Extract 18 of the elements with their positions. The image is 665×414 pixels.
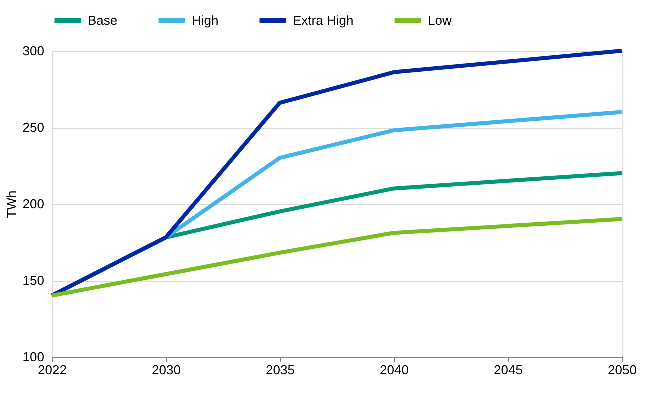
y-tick-label: 150 — [22, 273, 44, 288]
y-tick-label: 250 — [22, 120, 44, 135]
legend-label: High — [192, 13, 219, 28]
x-tick-label: 2040 — [380, 362, 409, 378]
line-series — [50, 217, 624, 298]
y-axis-title: TWh — [4, 190, 19, 218]
y-tick-label: 300 — [22, 44, 44, 58]
y-tick-label: 100 — [22, 350, 44, 364]
legend-label: Base — [88, 13, 118, 28]
x-tick-label: 2045 — [494, 362, 523, 378]
line-series — [50, 49, 624, 298]
legend-label: Low — [428, 13, 452, 28]
x-tick-label: 2030 — [152, 362, 181, 378]
legend-label: Extra High — [293, 13, 354, 28]
y-tick-label: 200 — [22, 196, 44, 212]
x-tick-label: 2022 — [38, 362, 67, 378]
x-tick-label: 2035 — [266, 362, 295, 378]
x-tick-label: 2050 — [608, 362, 637, 378]
